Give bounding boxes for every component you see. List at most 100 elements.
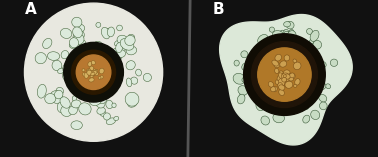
- Ellipse shape: [77, 24, 85, 32]
- Ellipse shape: [126, 78, 132, 87]
- Ellipse shape: [94, 46, 102, 54]
- Ellipse shape: [106, 118, 116, 125]
- Ellipse shape: [241, 51, 248, 58]
- Ellipse shape: [96, 22, 101, 27]
- Ellipse shape: [101, 64, 111, 74]
- Circle shape: [76, 55, 111, 89]
- Ellipse shape: [309, 79, 316, 83]
- Ellipse shape: [95, 72, 98, 75]
- Ellipse shape: [302, 86, 305, 91]
- Ellipse shape: [319, 102, 327, 110]
- Ellipse shape: [103, 52, 105, 54]
- Ellipse shape: [294, 84, 297, 87]
- Ellipse shape: [87, 42, 94, 50]
- Ellipse shape: [292, 64, 299, 72]
- Ellipse shape: [91, 68, 96, 75]
- Ellipse shape: [298, 96, 302, 100]
- Ellipse shape: [96, 74, 104, 82]
- Ellipse shape: [91, 59, 94, 62]
- Ellipse shape: [273, 87, 277, 92]
- Ellipse shape: [88, 62, 92, 67]
- Ellipse shape: [91, 70, 99, 78]
- Ellipse shape: [271, 66, 280, 75]
- Ellipse shape: [293, 69, 301, 76]
- Ellipse shape: [96, 73, 102, 78]
- Ellipse shape: [242, 77, 249, 82]
- Ellipse shape: [272, 76, 280, 84]
- Ellipse shape: [86, 88, 96, 99]
- Ellipse shape: [113, 48, 121, 61]
- Ellipse shape: [92, 70, 96, 74]
- Ellipse shape: [94, 65, 107, 76]
- Ellipse shape: [67, 68, 80, 80]
- Ellipse shape: [282, 78, 285, 81]
- Ellipse shape: [291, 68, 296, 73]
- Ellipse shape: [295, 56, 299, 59]
- Ellipse shape: [104, 59, 107, 61]
- Ellipse shape: [87, 69, 90, 71]
- Ellipse shape: [89, 75, 96, 80]
- Ellipse shape: [90, 67, 99, 76]
- Text: A: A: [25, 2, 36, 17]
- Ellipse shape: [272, 31, 285, 41]
- Ellipse shape: [275, 54, 282, 61]
- Ellipse shape: [94, 68, 105, 76]
- Ellipse shape: [88, 68, 91, 72]
- Ellipse shape: [292, 86, 302, 95]
- Ellipse shape: [96, 62, 99, 67]
- Ellipse shape: [234, 60, 239, 66]
- Ellipse shape: [266, 75, 275, 84]
- Ellipse shape: [285, 81, 293, 88]
- Ellipse shape: [90, 66, 94, 70]
- Ellipse shape: [61, 105, 72, 116]
- Ellipse shape: [271, 87, 276, 92]
- Ellipse shape: [286, 64, 288, 68]
- Ellipse shape: [294, 66, 301, 73]
- Ellipse shape: [96, 70, 98, 72]
- Ellipse shape: [279, 83, 291, 94]
- Ellipse shape: [60, 97, 70, 108]
- Ellipse shape: [282, 73, 289, 80]
- Ellipse shape: [272, 60, 279, 66]
- Ellipse shape: [283, 69, 288, 73]
- Ellipse shape: [90, 68, 97, 73]
- Ellipse shape: [92, 71, 97, 75]
- Ellipse shape: [244, 64, 251, 72]
- Ellipse shape: [270, 63, 279, 71]
- Ellipse shape: [101, 51, 105, 55]
- Ellipse shape: [288, 78, 293, 83]
- Ellipse shape: [275, 68, 279, 73]
- Ellipse shape: [288, 67, 300, 79]
- Ellipse shape: [284, 84, 293, 94]
- Ellipse shape: [293, 103, 301, 110]
- Ellipse shape: [302, 75, 307, 80]
- Ellipse shape: [52, 60, 62, 71]
- Ellipse shape: [279, 85, 285, 90]
- Ellipse shape: [92, 70, 95, 73]
- Text: B: B: [212, 2, 224, 17]
- Ellipse shape: [277, 75, 281, 81]
- Ellipse shape: [284, 70, 290, 75]
- Ellipse shape: [87, 66, 100, 77]
- Ellipse shape: [98, 76, 101, 79]
- Ellipse shape: [303, 115, 310, 123]
- Ellipse shape: [280, 78, 289, 87]
- Ellipse shape: [89, 68, 91, 72]
- Ellipse shape: [262, 77, 273, 87]
- Ellipse shape: [238, 86, 248, 95]
- Ellipse shape: [294, 52, 297, 55]
- Ellipse shape: [237, 94, 245, 104]
- Ellipse shape: [93, 73, 98, 78]
- Ellipse shape: [303, 78, 309, 83]
- Ellipse shape: [319, 94, 327, 102]
- Ellipse shape: [280, 61, 287, 67]
- Ellipse shape: [143, 73, 152, 81]
- Ellipse shape: [92, 70, 96, 75]
- Ellipse shape: [74, 34, 84, 44]
- Ellipse shape: [289, 37, 294, 41]
- Ellipse shape: [286, 77, 290, 81]
- Ellipse shape: [276, 64, 279, 68]
- Ellipse shape: [240, 93, 245, 98]
- Ellipse shape: [114, 72, 119, 76]
- Ellipse shape: [92, 67, 95, 69]
